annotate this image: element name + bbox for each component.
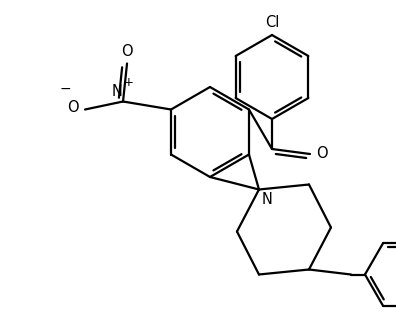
Text: N: N <box>111 84 122 100</box>
Text: O: O <box>316 147 327 161</box>
Text: N: N <box>262 192 273 207</box>
Text: Cl: Cl <box>265 15 279 30</box>
Text: O: O <box>67 100 79 115</box>
Text: O: O <box>121 44 133 58</box>
Text: −: − <box>59 82 71 95</box>
Text: +: + <box>124 77 134 89</box>
